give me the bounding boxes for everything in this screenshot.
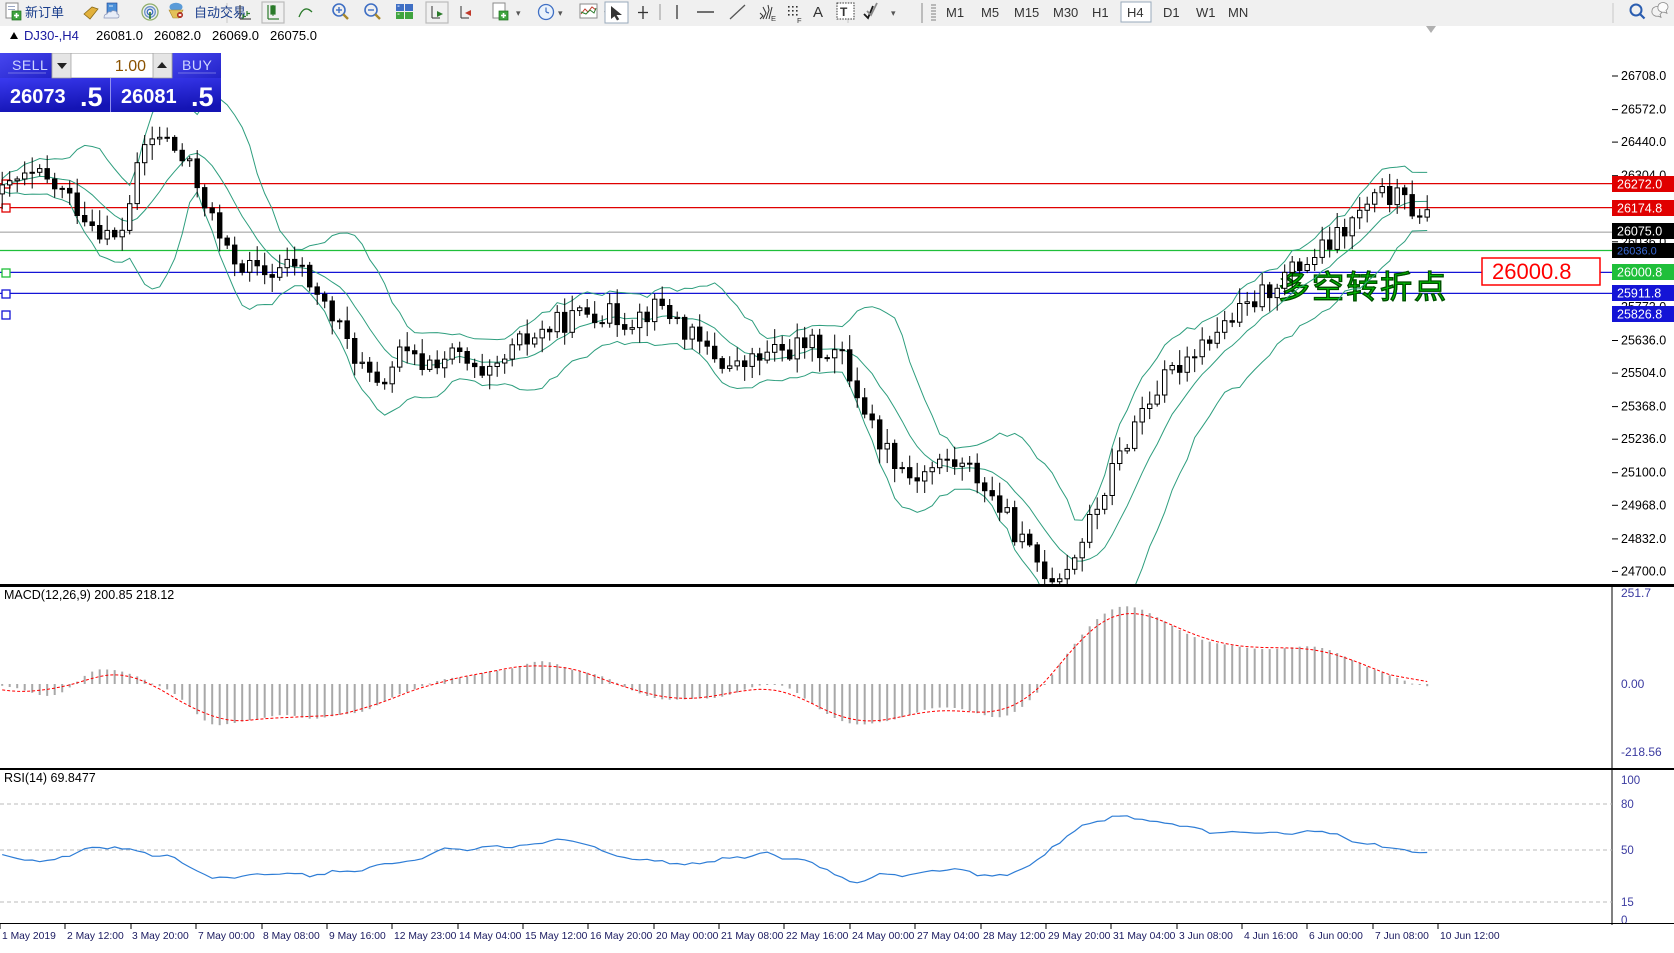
svg-text:251.7: 251.7 <box>1621 587 1651 600</box>
svg-text:24832.0: 24832.0 <box>1621 532 1666 546</box>
svg-text:26073: 26073 <box>10 86 66 108</box>
svg-text:.5: .5 <box>80 82 103 112</box>
svg-text:24 May 00:00: 24 May 00:00 <box>852 931 915 942</box>
svg-text:7 May 00:00: 7 May 00:00 <box>198 931 255 942</box>
svg-text:26082.0: 26082.0 <box>154 28 201 43</box>
svg-text:26000.8: 26000.8 <box>1617 266 1662 280</box>
svg-text:RSI(14) 69.8477: RSI(14) 69.8477 <box>4 771 96 785</box>
svg-text:28 May 12:00: 28 May 12:00 <box>983 931 1046 942</box>
svg-text:▾: ▾ <box>516 8 521 18</box>
svg-text:4 Jun 16:00: 4 Jun 16:00 <box>1244 931 1298 942</box>
svg-text:3 May 20:00: 3 May 20:00 <box>132 931 189 942</box>
svg-text:自动交易: 自动交易 <box>194 5 246 20</box>
svg-text:F: F <box>797 16 802 25</box>
svg-text:0.00: 0.00 <box>1621 677 1645 691</box>
svg-text:3 Jun 08:00: 3 Jun 08:00 <box>1179 931 1233 942</box>
svg-text:MN: MN <box>1228 5 1248 20</box>
svg-text:100: 100 <box>1621 775 1640 787</box>
svg-text:80: 80 <box>1621 799 1634 811</box>
svg-text:多空转折点: 多空转折点 <box>1278 269 1448 305</box>
svg-text:26081: 26081 <box>121 86 177 108</box>
svg-text:.5: .5 <box>191 82 214 112</box>
svg-text:A: A <box>813 4 823 21</box>
svg-text:-218.56: -218.56 <box>1621 745 1662 759</box>
svg-text:M1: M1 <box>946 5 964 20</box>
svg-text:24700.0: 24700.0 <box>1621 564 1666 578</box>
svg-text:26572.0: 26572.0 <box>1621 103 1666 117</box>
svg-text:▾: ▾ <box>891 8 896 18</box>
svg-text:26174.8: 26174.8 <box>1617 202 1662 216</box>
svg-text:31 May 04:00: 31 May 04:00 <box>1113 931 1176 942</box>
svg-text:26069.0: 26069.0 <box>212 28 259 43</box>
svg-text:W1: W1 <box>1196 5 1216 20</box>
svg-text:新订单: 新订单 <box>25 5 64 20</box>
svg-text:▾: ▾ <box>558 8 563 18</box>
svg-text:BUY: BUY <box>182 57 212 73</box>
svg-text:D1: D1 <box>1163 5 1180 20</box>
svg-text:26440.0: 26440.0 <box>1621 135 1666 149</box>
svg-text:26272.0: 26272.0 <box>1617 178 1662 192</box>
svg-text:29 May 20:00: 29 May 20:00 <box>1048 931 1111 942</box>
svg-text:MACD(12,26,9) 200.85 218.12: MACD(12,26,9) 200.85 218.12 <box>4 588 174 602</box>
svg-text:9 May 16:00: 9 May 16:00 <box>329 931 386 942</box>
svg-text:M15: M15 <box>1014 5 1039 20</box>
svg-text:20 May 00:00: 20 May 00:00 <box>656 931 719 942</box>
svg-text:26036.0: 26036.0 <box>1617 246 1657 258</box>
svg-text:26075.0: 26075.0 <box>270 28 317 43</box>
svg-text:8 May 08:00: 8 May 08:00 <box>263 931 320 942</box>
svg-text:7 Jun 08:00: 7 Jun 08:00 <box>1375 931 1429 942</box>
svg-text:14 May 04:00: 14 May 04:00 <box>459 931 522 942</box>
svg-text:50: 50 <box>1621 845 1634 857</box>
svg-text:12 May 23:00: 12 May 23:00 <box>394 931 457 942</box>
svg-text:M5: M5 <box>981 5 999 20</box>
svg-text:24968.0: 24968.0 <box>1621 498 1666 512</box>
svg-text:1.00: 1.00 <box>115 58 146 75</box>
svg-text:15 May 12:00: 15 May 12:00 <box>525 931 588 942</box>
svg-text:15: 15 <box>1621 897 1634 909</box>
svg-text:27 May 04:00: 27 May 04:00 <box>917 931 980 942</box>
svg-text:M30: M30 <box>1053 5 1078 20</box>
svg-text:25911.8: 25911.8 <box>1617 287 1661 301</box>
svg-text:25636.0: 25636.0 <box>1621 334 1666 348</box>
svg-text:26000.8: 26000.8 <box>1492 259 1572 284</box>
svg-text:10 Jun 12:00: 10 Jun 12:00 <box>1440 931 1500 942</box>
svg-text:25236.0: 25236.0 <box>1621 432 1666 446</box>
svg-text:T: T <box>840 5 848 19</box>
svg-text:6 Jun 00:00: 6 Jun 00:00 <box>1309 931 1363 942</box>
svg-text:25504.0: 25504.0 <box>1621 366 1666 380</box>
svg-text:22 May 16:00: 22 May 16:00 <box>786 931 849 942</box>
svg-text:H1: H1 <box>1092 5 1109 20</box>
svg-text:E: E <box>771 14 776 23</box>
svg-text:25100.0: 25100.0 <box>1621 466 1666 480</box>
svg-text:SELL: SELL <box>12 57 48 73</box>
svg-text:26081.0: 26081.0 <box>96 28 143 43</box>
svg-text:16 May 20:00: 16 May 20:00 <box>590 931 653 942</box>
svg-text:1 May 2019: 1 May 2019 <box>2 931 56 942</box>
svg-text:21 May 08:00: 21 May 08:00 <box>721 931 784 942</box>
svg-text:25826.8: 25826.8 <box>1617 308 1662 322</box>
svg-text:25368.0: 25368.0 <box>1621 400 1666 414</box>
svg-text:2 May 12:00: 2 May 12:00 <box>67 931 124 942</box>
svg-text:DJ30-,H4: DJ30-,H4 <box>24 28 79 43</box>
svg-text:26708.0: 26708.0 <box>1621 69 1666 83</box>
svg-text:26075.0: 26075.0 <box>1617 225 1662 239</box>
svg-text:H4: H4 <box>1127 5 1144 20</box>
